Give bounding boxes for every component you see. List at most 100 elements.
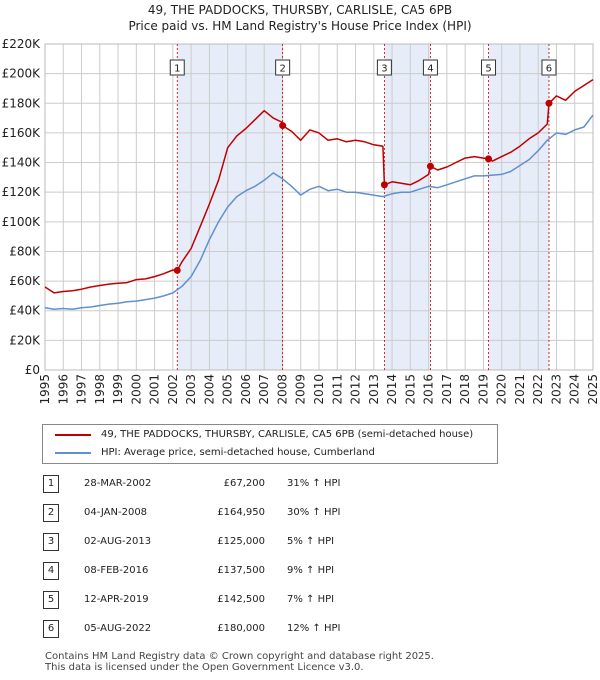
- x-tick-label: 2018: [458, 374, 472, 405]
- chart-legend: 49, THE PADDOCKS, THURSBY, CARLISLE, CA5…: [42, 424, 498, 464]
- footer-licence: This data is licensed under the Open Gov…: [45, 662, 364, 673]
- x-tick-label: 2016: [422, 374, 436, 405]
- x-tick-label: 2001: [148, 374, 162, 405]
- price-chart: £0 £20K £40K £60K £80K £100K £120K £140K £160K £1…: [2, 37, 600, 405]
- transaction-marker-1: [173, 266, 181, 274]
- x-tick-label: 2002: [166, 374, 180, 405]
- x-tick-label: 2023: [549, 374, 563, 405]
- x-tick-label: 2017: [440, 374, 454, 405]
- chart-subtitle: Price paid vs. HM Land Registry's House …: [128, 19, 472, 33]
- plot-frame: [44, 43, 594, 371]
- transaction-hpi-change: 31% ↑ HPI: [287, 478, 341, 489]
- x-tick-label: 2015: [403, 374, 417, 405]
- transaction-box-1: [169, 59, 185, 76]
- transaction-box-2: [275, 59, 291, 76]
- transaction-date: 08-FEB-2016: [84, 565, 149, 576]
- transaction-number: 1: [43, 475, 59, 493]
- y-tick-label: £60K: [9, 274, 41, 288]
- y-tick-label: £160K: [2, 126, 42, 140]
- x-tick-label: 2020: [495, 374, 509, 405]
- transaction-hpi-change: 5% ↑ HPI: [287, 536, 335, 547]
- x-tick-label: 2008: [275, 374, 289, 405]
- x-tick-label: 2006: [239, 374, 253, 405]
- transaction-number: 4: [43, 562, 59, 580]
- transaction-box-4: [422, 59, 438, 76]
- transaction-number: 6: [43, 620, 59, 638]
- transaction-marker-5: [485, 155, 493, 163]
- y-tick-label: £20K: [9, 333, 41, 347]
- y-tick-label: £40K: [9, 304, 41, 318]
- footer-copyright: Contains HM Land Registry data © Crown c…: [45, 651, 434, 662]
- transaction-hpi-change: 9% ↑ HPI: [287, 565, 335, 576]
- x-tick-label: 1997: [75, 374, 89, 405]
- y-tick-label: £120K: [2, 185, 42, 199]
- shaded-period-2: [384, 44, 431, 370]
- x-tick-label: 1999: [111, 374, 125, 405]
- transaction-box-6: [541, 59, 557, 76]
- legend-item-property: 49, THE PADDOCKS, THURSBY, CARLISLE, CA5…: [43, 426, 497, 444]
- transaction-marker-6: [545, 99, 553, 107]
- transaction-row: 6 05-AUG-2022 £180,000 12% ↑ HPI: [0, 620, 600, 638]
- x-tick-label: 2013: [367, 374, 381, 405]
- x-tick-label: 2022: [531, 374, 545, 405]
- transaction-date: 02-AUG-2013: [84, 536, 152, 547]
- y-tick-label: £200K: [2, 67, 42, 81]
- transaction-date: 12-APR-2019: [84, 594, 149, 605]
- transaction-hpi-change: 12% ↑ HPI: [287, 623, 341, 634]
- transaction-row: 2 04-JAN-2008 £164,950 30% ↑ HPI: [0, 504, 600, 522]
- transaction-row: 5 12-APR-2019 £142,500 7% ↑ HPI: [0, 591, 600, 609]
- shaded-period-3: [488, 44, 549, 370]
- legend-line-hpi: [55, 452, 91, 454]
- x-tick-label: 1996: [56, 374, 70, 405]
- x-tick-label: 2011: [330, 374, 344, 405]
- y-tick-label: £180K: [2, 96, 42, 110]
- transaction-price: £142,500: [217, 594, 265, 605]
- x-tick-label: 2003: [184, 374, 198, 405]
- transaction-hpi-change: 7% ↑ HPI: [287, 594, 335, 605]
- transaction-box-label-3: 3: [381, 64, 387, 75]
- transaction-price: £125,000: [217, 536, 265, 547]
- transaction-price: £164,950: [217, 507, 265, 518]
- transaction-price: £137,500: [217, 565, 265, 576]
- transaction-box-label-2: 2: [279, 64, 285, 75]
- transaction-date: 28-MAR-2002: [84, 478, 152, 489]
- transaction-marker-4: [426, 162, 434, 170]
- transaction-row: 4 08-FEB-2016 £137,500 9% ↑ HPI: [0, 562, 600, 580]
- x-tick-label: 2009: [294, 374, 308, 405]
- transaction-box-label-6: 6: [546, 64, 552, 75]
- shaded-period-1: [177, 44, 283, 370]
- x-tick-label: 2007: [257, 374, 271, 405]
- x-tick-label: 2014: [385, 374, 399, 405]
- series-line-property: [44, 78, 594, 294]
- x-tick-label: 2025: [586, 374, 600, 405]
- transaction-number: 3: [43, 533, 59, 551]
- transaction-row: 1 28-MAR-2002 £67,200 31% ↑ HPI: [0, 475, 600, 493]
- transaction-marker-3: [380, 181, 388, 189]
- transaction-box-3: [376, 59, 392, 76]
- y-tick-label: £220K: [2, 37, 42, 51]
- transaction-number: 2: [43, 504, 59, 522]
- x-tick-label: 2000: [129, 374, 143, 405]
- transaction-number: 5: [43, 591, 59, 609]
- transaction-date: 05-AUG-2022: [84, 623, 152, 634]
- x-tick-label: 2010: [312, 374, 326, 405]
- x-tick-label: 2012: [349, 374, 363, 405]
- chart-title: 49, THE PADDOCKS, THURSBY, CARLISLE, CA5…: [147, 3, 453, 17]
- transaction-box-label-4: 4: [427, 64, 433, 75]
- x-tick-label: 2004: [202, 374, 216, 405]
- transaction-date: 04-JAN-2008: [84, 507, 148, 518]
- y-tick-label: £80K: [9, 244, 41, 258]
- legend-label-property: 49, THE PADDOCKS, THURSBY, CARLISLE, CA5…: [101, 429, 474, 440]
- y-tick-label: £140K: [2, 156, 42, 170]
- transaction-price: £67,200: [223, 478, 265, 489]
- y-tick-label: £0: [25, 363, 40, 377]
- transaction-row: 3 02-AUG-2013 £125,000 5% ↑ HPI: [0, 533, 600, 551]
- transaction-marker-2: [279, 122, 287, 130]
- transaction-hpi-change: 30% ↑ HPI: [287, 507, 341, 518]
- transaction-box-5: [481, 59, 497, 76]
- transaction-box-label-5: 5: [485, 64, 491, 75]
- x-tick-label: 1998: [93, 374, 107, 405]
- x-tick-label: 2019: [476, 374, 490, 405]
- x-tick-label: 1995: [38, 374, 52, 405]
- x-tick-label: 2024: [568, 374, 582, 405]
